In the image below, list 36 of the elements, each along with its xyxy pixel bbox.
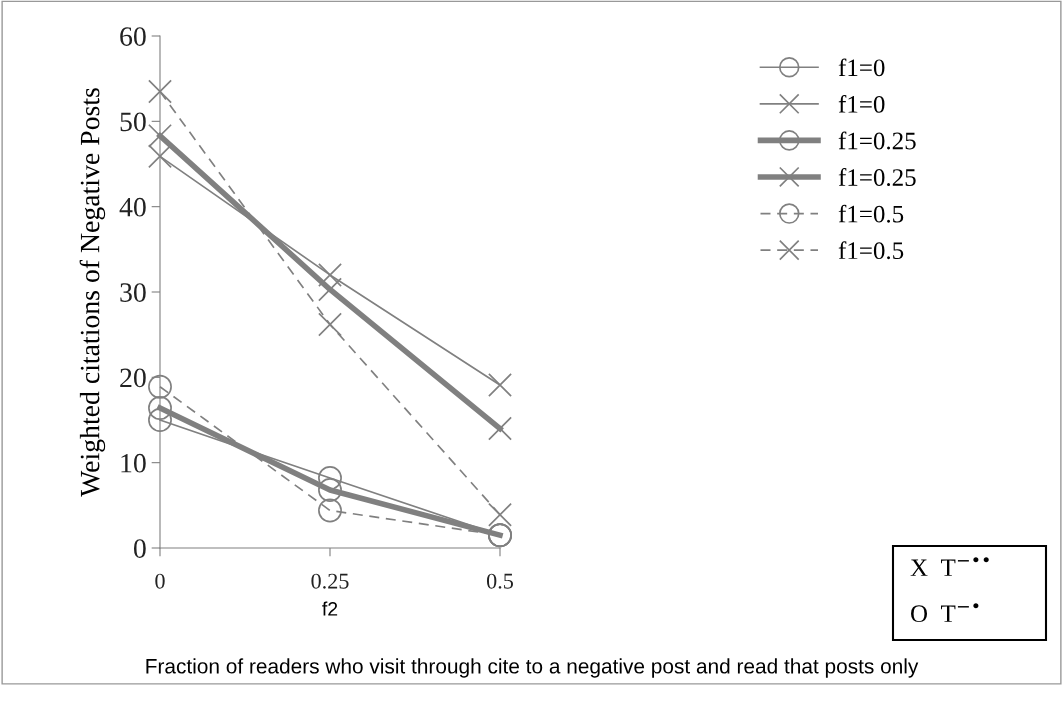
legend-label: f1=0 <box>838 58 885 77</box>
point <box>318 262 342 287</box>
legend-label: f1=0 <box>838 94 885 113</box>
point <box>488 502 512 527</box>
x-tick-label: 0 <box>155 573 165 589</box>
point <box>148 408 172 432</box>
legend-label: f1=0.5 <box>838 204 904 223</box>
point <box>148 79 172 104</box>
legend-label: f1=0.5 <box>838 241 904 260</box>
point <box>318 466 342 490</box>
point <box>148 144 172 169</box>
y-tick-label: 40 <box>119 197 146 217</box>
y-tick-label: 60 <box>120 27 146 46</box>
point <box>318 312 342 337</box>
y-axis-title: Weighted citations of Negative Posts <box>79 88 106 497</box>
point <box>318 277 342 302</box>
point <box>488 373 512 397</box>
legend-label: f1=0.25 <box>838 131 916 150</box>
y-tick-label: 20 <box>120 368 146 388</box>
point <box>148 123 172 148</box>
y-tick-label: 30 <box>120 283 146 302</box>
text: Fraction of readers who visit through cite to a negative post and read that posts only <box>146 658 919 678</box>
point <box>318 478 342 502</box>
point <box>488 416 512 441</box>
y-tick-label: 0 <box>133 539 146 558</box>
point <box>148 374 172 399</box>
legend-label: f1=0.25 <box>838 168 916 187</box>
x-axis-title: f2 <box>322 601 338 616</box>
y-tick-label: 10 <box>121 453 146 473</box>
point <box>318 498 342 523</box>
x-tick-label: 0.5 <box>486 573 514 589</box>
text: X T$^{−••}$ <box>910 557 989 576</box>
y-tick-label: 50 <box>120 112 146 132</box>
text: O T$^{−•}$ <box>911 603 979 623</box>
x-tick-label: 0.25 <box>311 573 349 589</box>
point <box>148 396 172 420</box>
